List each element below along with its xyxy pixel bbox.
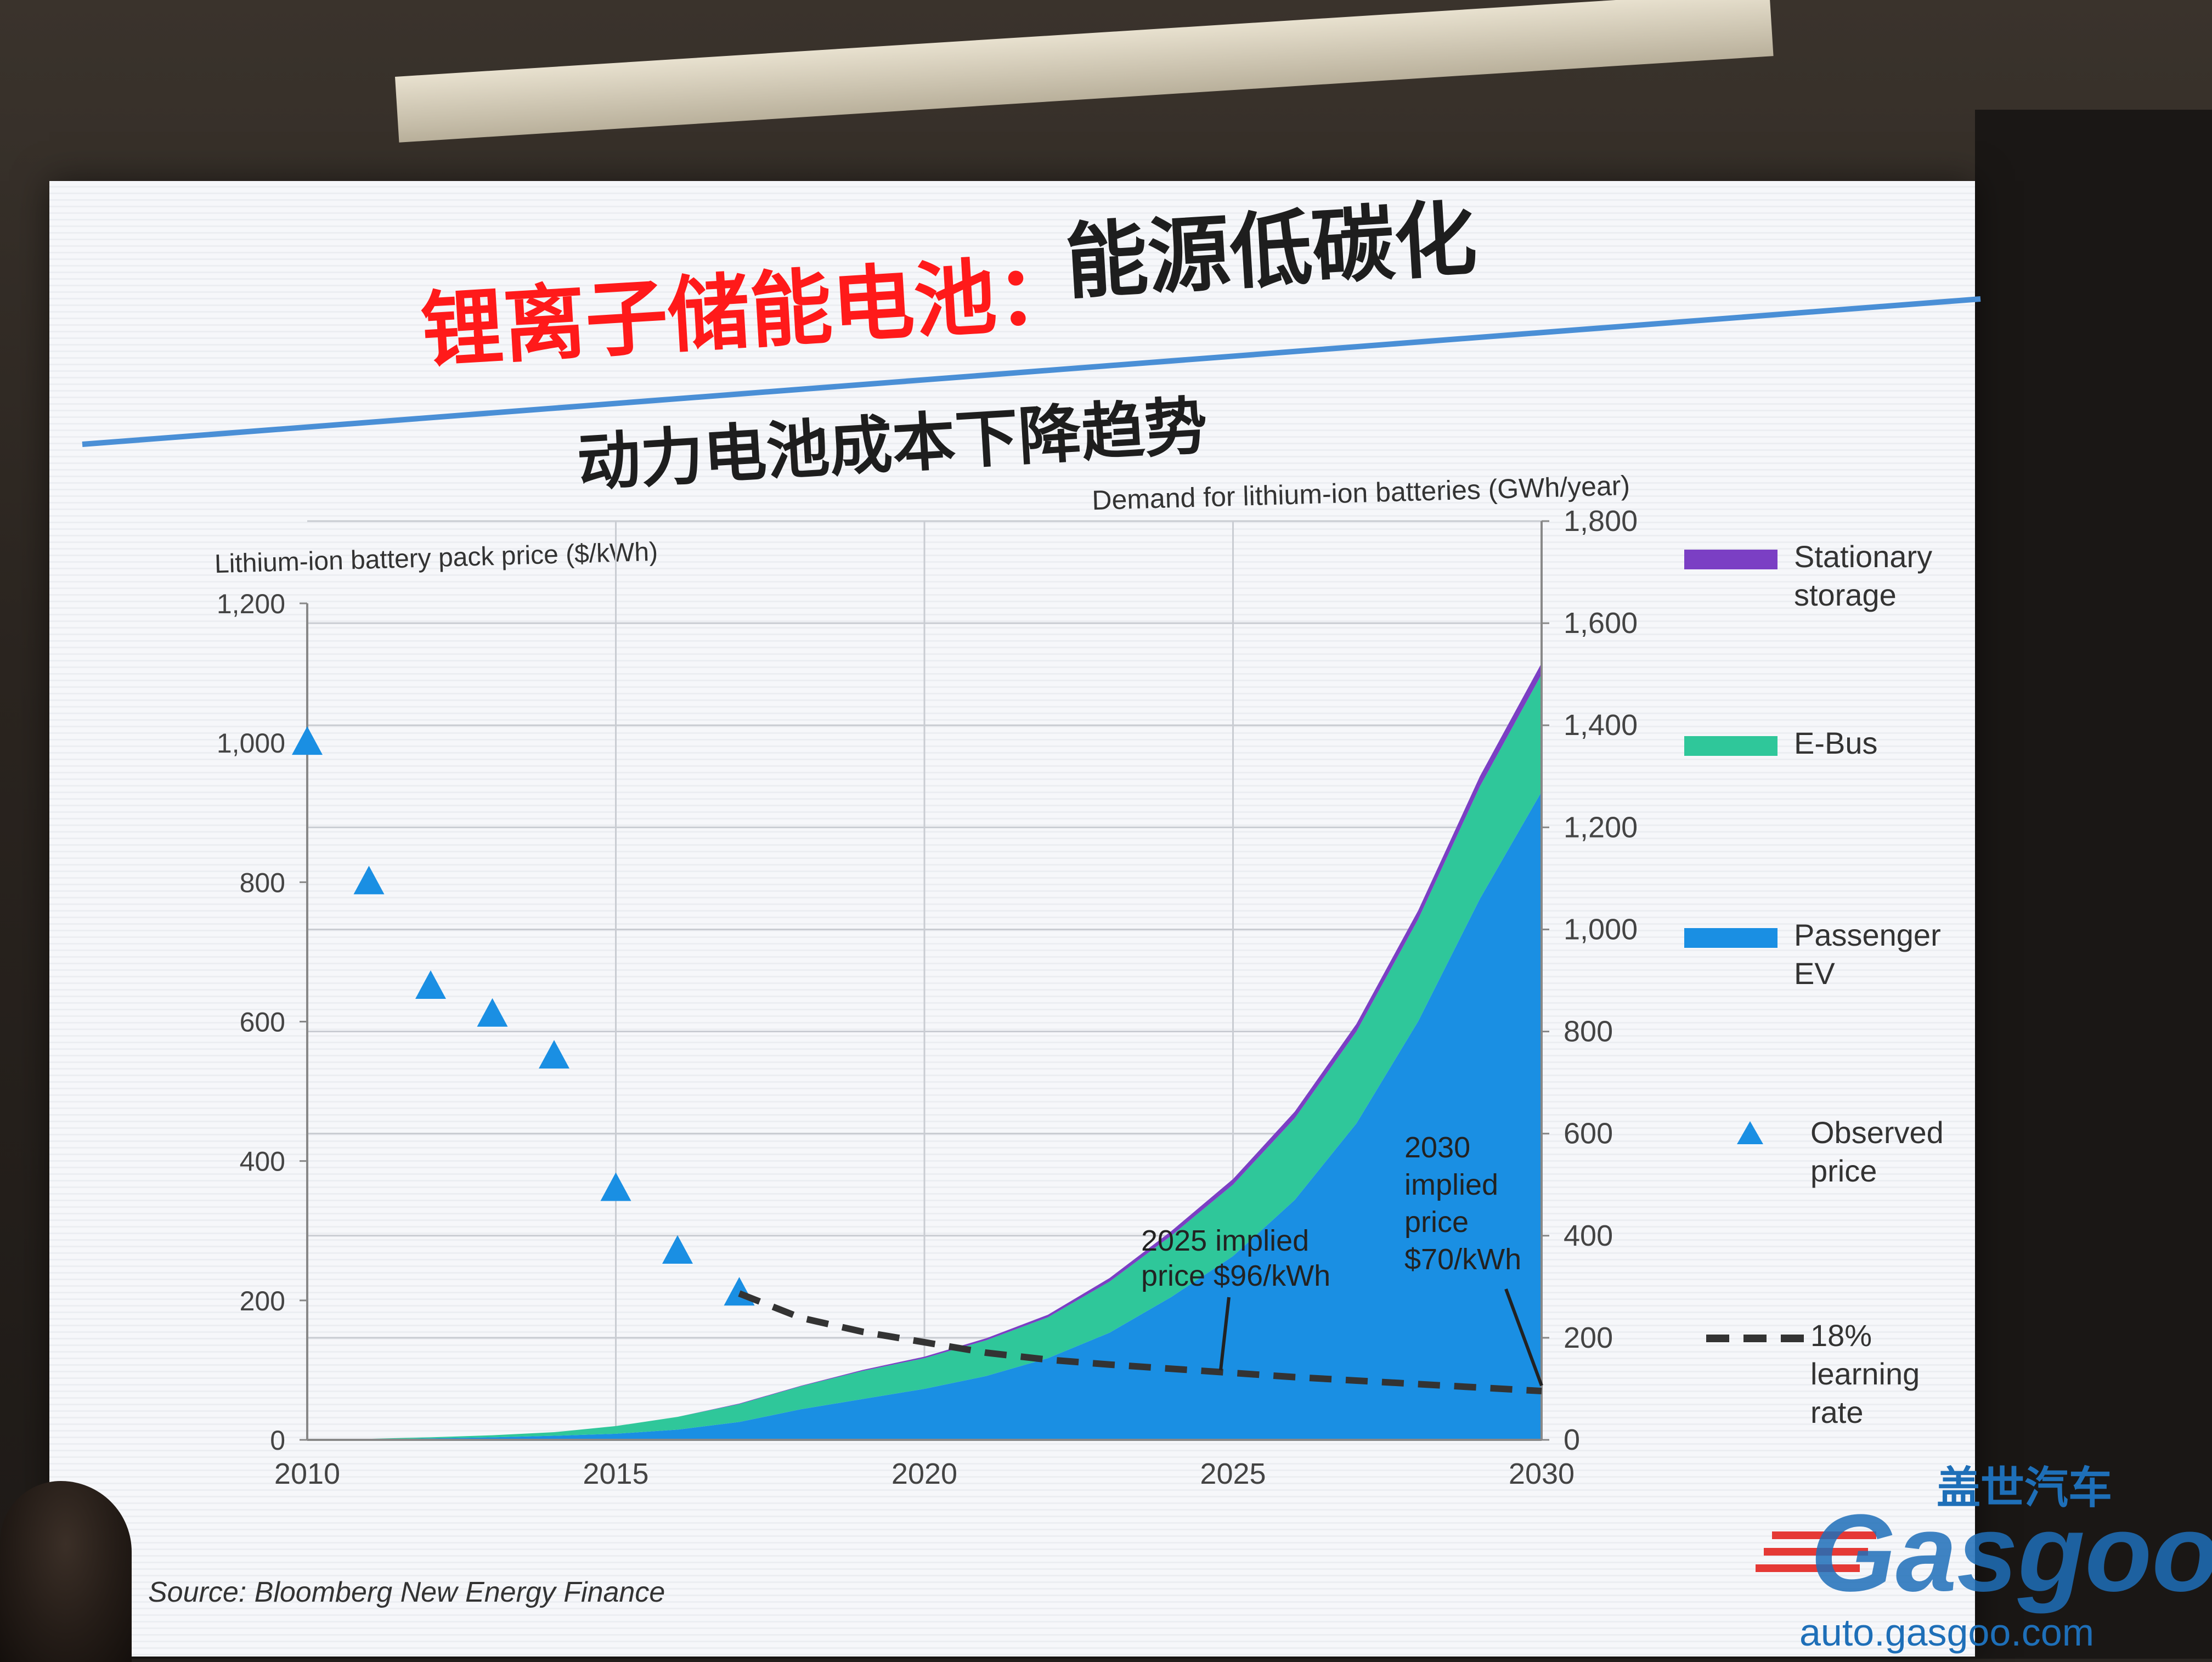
watermark-url: auto.gasgoo.com [1799, 1611, 2094, 1654]
area-passenger-ev [307, 792, 1542, 1440]
right-tick-label: 1,200 [1564, 811, 1638, 844]
annotation-2030-leader [1504, 1288, 1543, 1387]
left-tick-label: 800 [240, 867, 285, 898]
audience-head [0, 1481, 132, 1662]
left-tick-label: 1,000 [217, 728, 285, 759]
right-tick-label: 400 [1564, 1219, 1613, 1252]
legend-label: price [1810, 1154, 1877, 1188]
annotation-2030-text: $70/kWh [1404, 1243, 1521, 1276]
legend-label: 18% [1810, 1318, 1872, 1353]
observed-price-point [353, 866, 385, 895]
left-tick-label: 600 [240, 1007, 285, 1038]
x-tick-label: 2030 [1509, 1457, 1575, 1490]
area-e-bus [307, 674, 1542, 1440]
right-tick-label: 1,400 [1564, 709, 1638, 742]
observed-price-point [539, 1040, 569, 1069]
legend-label: Stationary [1794, 539, 1932, 574]
observed-price-point [415, 970, 446, 999]
legend-triangle-icon [1737, 1121, 1763, 1144]
legend-label: Observed [1810, 1115, 1944, 1150]
slide-title-red: 锂离子储能电池： [419, 246, 1081, 377]
observed-price-point [477, 998, 508, 1027]
right-tick-label: 0 [1564, 1423, 1580, 1456]
watermark-stripes [1756, 1531, 1876, 1572]
legend-swatch [1684, 550, 1778, 569]
legend-label: rate [1810, 1395, 1864, 1429]
left-tick-label: 400 [240, 1146, 285, 1177]
x-tick-label: 2015 [583, 1457, 648, 1490]
learning-rate-dashed-line [738, 1290, 1542, 1395]
left-tick-label: 1,200 [217, 589, 285, 619]
dark-wall [1975, 110, 2212, 1659]
left-tick-label: 200 [240, 1286, 285, 1316]
observed-price-markers [292, 726, 755, 1306]
legend-label: EV [1794, 956, 1835, 991]
right-tick-label: 1,000 [1564, 913, 1638, 946]
watermark-logo: Gasgoo [1810, 1492, 2212, 1614]
right-tick-label: 800 [1564, 1015, 1613, 1048]
annotation-2025-leader [1219, 1297, 1231, 1371]
observed-price-point [662, 1235, 693, 1264]
left-tick-label: 0 [270, 1425, 285, 1456]
x-tick-label: 2025 [1200, 1457, 1266, 1490]
legend-label: learning [1810, 1356, 1920, 1391]
watermark-cn: 盖世汽车 [1937, 1463, 2112, 1512]
legend-label: Passenger [1794, 918, 1941, 952]
x-tick-label: 2020 [891, 1457, 957, 1490]
tick-labels: 0 200 400 600 800 1,000 1,200 0 200 400 600 800 1,00… [217, 505, 1638, 1490]
chart-legend: Stationary storage E-Bus Passenger EV Observe… [1684, 539, 1944, 1429]
legend-label: E-Bus [1794, 726, 1878, 760]
annotation-2030-text: price [1404, 1206, 1469, 1239]
observed-price-point [600, 1172, 631, 1201]
observed-price-point [292, 726, 323, 755]
legend-swatch [1684, 928, 1778, 948]
annotation-2025-text: 2025 implied [1141, 1224, 1309, 1257]
right-tick-label: 1,800 [1564, 505, 1638, 538]
slide-title-dark: 能源低碳化 [1063, 192, 1480, 308]
x-tick-label: 2010 [274, 1457, 340, 1490]
slide-subtitle: 动力电池成本下降趋势 [575, 391, 1210, 499]
learning-rate-line [738, 1290, 1542, 1395]
source-note: Source: Bloomberg New Energy Finance [148, 1576, 665, 1608]
annotation-2030-text: 2030 [1404, 1131, 1470, 1164]
annotation-2030-text: implied [1404, 1168, 1498, 1201]
stacked-area-series [307, 663, 1542, 1440]
legend-label: storage [1794, 578, 1897, 612]
gasgoo-watermark: 盖世汽车 Gasgoo auto.gasgoo.com [1756, 1463, 2212, 1654]
annotation-2025-text: price $96/kWh [1141, 1259, 1330, 1292]
left-axis-title: Lithium-ion battery pack price ($/kWh) [214, 538, 658, 579]
right-tick-label: 200 [1564, 1321, 1613, 1354]
right-tick-label: 600 [1564, 1117, 1613, 1150]
right-tick-label: 1,600 [1564, 607, 1638, 640]
header-rule [82, 296, 1981, 447]
right-axis-title: Demand for lithium-ion batteries (GWh/ye… [1092, 470, 1630, 516]
legend-swatch [1684, 736, 1778, 756]
